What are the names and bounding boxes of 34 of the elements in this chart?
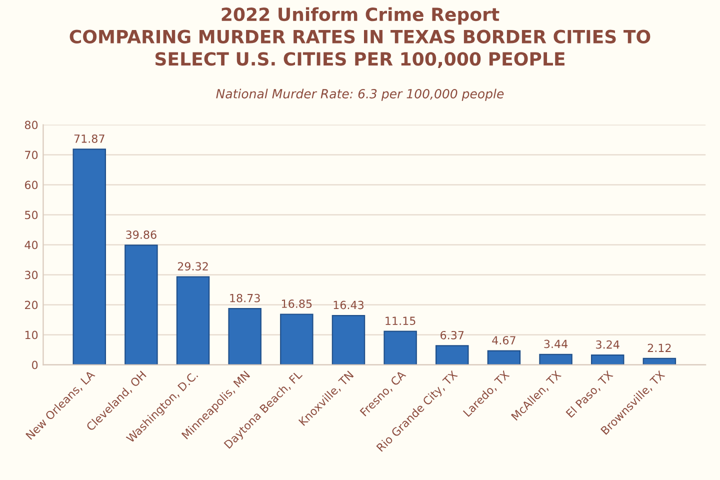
bar (487, 350, 521, 365)
bar (280, 314, 314, 365)
y-tick-label: 0 (32, 360, 38, 370)
data-label: 11.15 (386, 316, 416, 326)
y-tick-label: 30 (25, 270, 38, 280)
data-label: 71.87 (74, 134, 104, 143)
data-label: 39.86 (126, 230, 156, 239)
bar (332, 314, 366, 365)
y-tick-label: 80 (24, 120, 38, 130)
bar (72, 148, 106, 365)
y-tick-label: 20 (25, 300, 38, 310)
chart-subtitle: National Murder Rate: 6.3 per 100,000 people (216, 88, 504, 101)
bar (590, 354, 624, 365)
bar (124, 244, 158, 365)
y-tick-label: 10 (25, 330, 38, 340)
y-tick-label: 40 (24, 240, 38, 250)
bar (228, 308, 262, 365)
data-label: 3.44 (544, 340, 568, 348)
bar (176, 276, 210, 365)
data-label: 29.32 (178, 262, 208, 271)
data-label: 2.12 (648, 344, 671, 352)
data-label: 16.43 (334, 300, 364, 310)
data-label: 4.67 (492, 336, 516, 344)
bar (384, 330, 417, 365)
chart-title: 2022 Uniform Crime Report COMPARING MURDER RATES IN TEXAS BORDER CITIES TO SELECT U.S. CITIES PER 100,000 PEOPLE (70, 7, 650, 68)
data-label: 3.24 (596, 340, 620, 349)
y-tick-label: 60 (24, 180, 38, 190)
y-tick-label: 50 (25, 210, 38, 220)
data-label: 18.73 (230, 294, 260, 302)
y-tick-label: 70 (25, 150, 38, 160)
bar (539, 354, 572, 365)
data-label: 16.85 (282, 300, 312, 308)
data-label: 6.37 (440, 330, 464, 340)
bar (436, 345, 469, 365)
